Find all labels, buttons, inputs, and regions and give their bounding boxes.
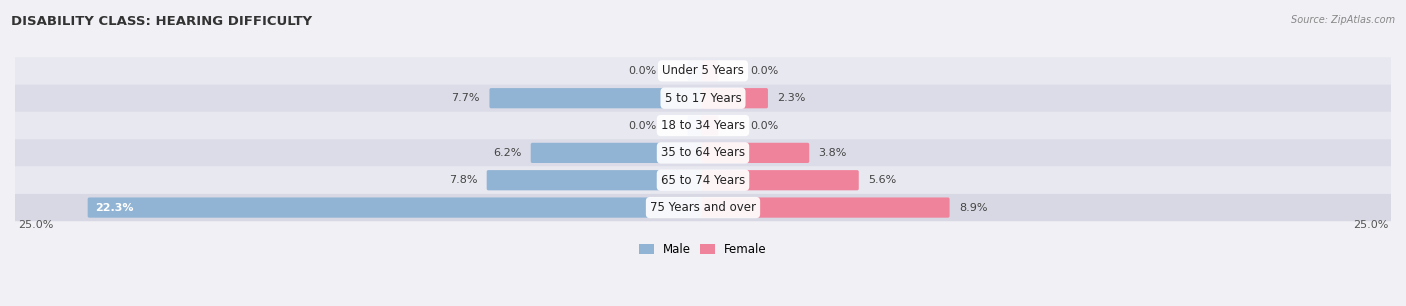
FancyBboxPatch shape bbox=[87, 197, 704, 218]
Text: 7.7%: 7.7% bbox=[451, 93, 479, 103]
FancyBboxPatch shape bbox=[530, 143, 704, 163]
Text: 6.2%: 6.2% bbox=[494, 148, 522, 158]
FancyBboxPatch shape bbox=[702, 197, 949, 218]
Text: DISABILITY CLASS: HEARING DIFFICULTY: DISABILITY CLASS: HEARING DIFFICULTY bbox=[11, 15, 312, 28]
Text: 25.0%: 25.0% bbox=[18, 220, 53, 230]
Text: 22.3%: 22.3% bbox=[94, 203, 134, 213]
FancyBboxPatch shape bbox=[1, 57, 1405, 84]
Text: 8.9%: 8.9% bbox=[959, 203, 987, 213]
Text: 25.0%: 25.0% bbox=[1353, 220, 1388, 230]
Text: 0.0%: 0.0% bbox=[749, 121, 778, 131]
Text: 3.8%: 3.8% bbox=[818, 148, 846, 158]
Text: 0.0%: 0.0% bbox=[749, 66, 778, 76]
FancyBboxPatch shape bbox=[1, 139, 1405, 166]
Legend: Male, Female: Male, Female bbox=[636, 239, 770, 259]
Text: 18 to 34 Years: 18 to 34 Years bbox=[661, 119, 745, 132]
Text: Source: ZipAtlas.com: Source: ZipAtlas.com bbox=[1291, 15, 1395, 25]
FancyBboxPatch shape bbox=[486, 170, 704, 190]
FancyBboxPatch shape bbox=[688, 115, 704, 136]
FancyBboxPatch shape bbox=[1, 194, 1405, 221]
Text: 0.0%: 0.0% bbox=[628, 121, 657, 131]
FancyBboxPatch shape bbox=[702, 115, 718, 136]
FancyBboxPatch shape bbox=[489, 88, 704, 108]
Text: 0.0%: 0.0% bbox=[628, 66, 657, 76]
FancyBboxPatch shape bbox=[1, 166, 1405, 194]
FancyBboxPatch shape bbox=[1, 84, 1405, 112]
FancyBboxPatch shape bbox=[702, 88, 768, 108]
FancyBboxPatch shape bbox=[688, 61, 704, 81]
Text: Under 5 Years: Under 5 Years bbox=[662, 64, 744, 77]
Text: 5 to 17 Years: 5 to 17 Years bbox=[665, 92, 741, 105]
Text: 2.3%: 2.3% bbox=[778, 93, 806, 103]
FancyBboxPatch shape bbox=[702, 61, 718, 81]
FancyBboxPatch shape bbox=[1, 112, 1405, 139]
Text: 75 Years and over: 75 Years and over bbox=[650, 201, 756, 214]
Text: 5.6%: 5.6% bbox=[868, 175, 897, 185]
Text: 35 to 64 Years: 35 to 64 Years bbox=[661, 146, 745, 159]
Text: 65 to 74 Years: 65 to 74 Years bbox=[661, 174, 745, 187]
Text: 7.8%: 7.8% bbox=[449, 175, 477, 185]
FancyBboxPatch shape bbox=[702, 170, 859, 190]
FancyBboxPatch shape bbox=[702, 143, 810, 163]
